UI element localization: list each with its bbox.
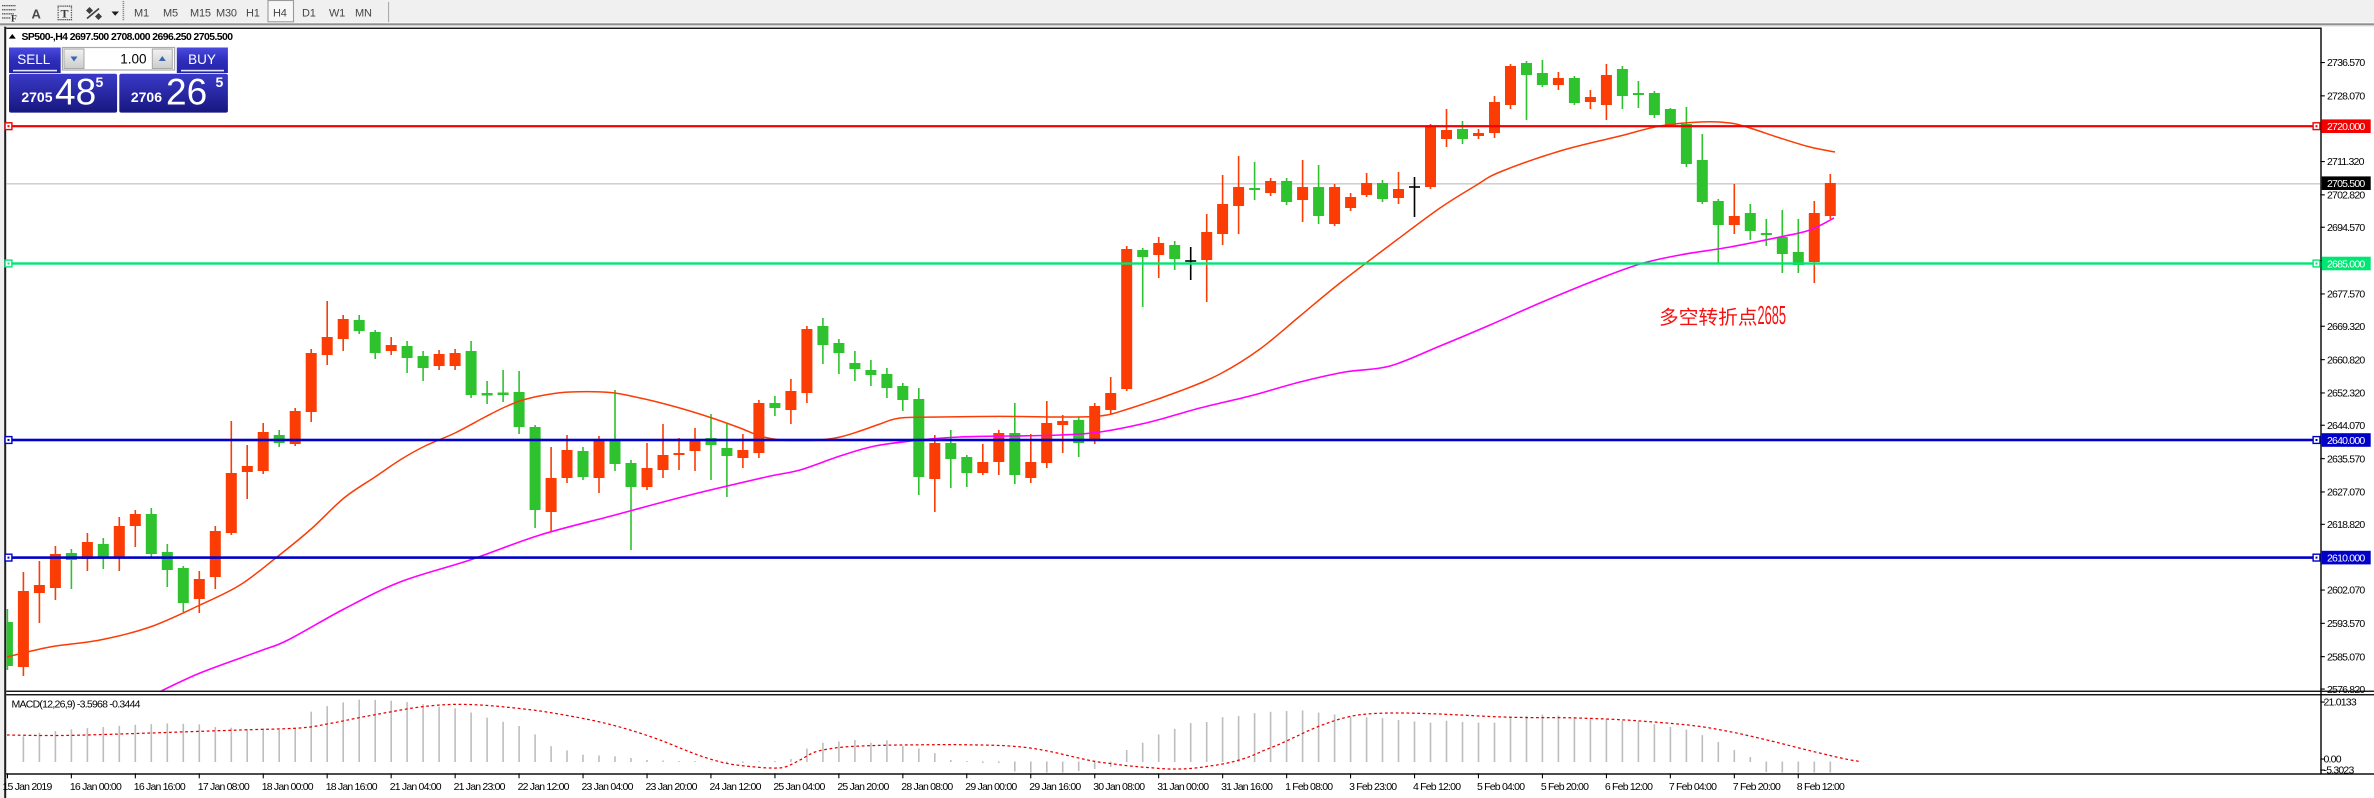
svg-text:4 Feb 12:00: 4 Feb 12:00 xyxy=(1413,781,1461,793)
svg-text:D1: D1 xyxy=(302,8,316,20)
svg-text:MACD(12,26,9) -3.5968 -0.3444: MACD(12,26,9) -3.5968 -0.3444 xyxy=(12,699,141,711)
svg-text:M5: M5 xyxy=(163,8,178,20)
svg-text:31 Jan 16:00: 31 Jan 16:00 xyxy=(1221,781,1273,793)
svg-text:2635.570: 2635.570 xyxy=(2327,453,2365,465)
svg-text:23 Jan 04:00: 23 Jan 04:00 xyxy=(582,781,634,793)
svg-text:SP500-,H4 2697.500 2708.000 2: SP500-,H4 2697.500 2708.000 2696.250 270… xyxy=(22,32,234,43)
svg-text:2610.000: 2610.000 xyxy=(2327,553,2365,565)
svg-text:BUY: BUY xyxy=(188,52,216,67)
svg-text:F: F xyxy=(11,15,17,25)
svg-text:18 Jan 00:00: 18 Jan 00:00 xyxy=(262,781,314,793)
svg-text:MN: MN xyxy=(355,8,372,20)
svg-text:29 Jan 00:00: 29 Jan 00:00 xyxy=(965,781,1017,793)
svg-text:5: 5 xyxy=(216,74,224,90)
svg-text:2705: 2705 xyxy=(21,89,52,105)
svg-text:2706: 2706 xyxy=(131,89,162,105)
svg-text:30 Jan 08:00: 30 Jan 08:00 xyxy=(1093,781,1145,793)
svg-text:15 Jan 2019: 15 Jan 2019 xyxy=(3,781,53,793)
svg-text:23 Jan 20:00: 23 Jan 20:00 xyxy=(646,781,698,793)
svg-text:2736.570: 2736.570 xyxy=(2327,57,2365,69)
svg-text:A: A xyxy=(32,7,42,22)
svg-text:H1: H1 xyxy=(246,8,260,20)
svg-text:2705.500: 2705.500 xyxy=(2327,178,2365,190)
svg-text:2644.070: 2644.070 xyxy=(2327,420,2365,432)
svg-text:2720.000: 2720.000 xyxy=(2327,121,2365,133)
svg-text:18 Jan 16:00: 18 Jan 16:00 xyxy=(326,781,378,793)
svg-text:2602.070: 2602.070 xyxy=(2327,585,2365,597)
svg-text:2585.070: 2585.070 xyxy=(2327,651,2365,663)
svg-text:31 Jan 00:00: 31 Jan 00:00 xyxy=(1157,781,1209,793)
svg-text:2728.070: 2728.070 xyxy=(2327,91,2365,103)
svg-text:48: 48 xyxy=(55,72,96,113)
svg-text:6 Feb 12:00: 6 Feb 12:00 xyxy=(1605,781,1653,793)
svg-text:T: T xyxy=(61,6,69,20)
svg-text:1.00: 1.00 xyxy=(120,52,146,67)
svg-text:2711.320: 2711.320 xyxy=(2327,156,2365,168)
svg-text:M30: M30 xyxy=(216,8,237,20)
svg-text:7 Feb 04:00: 7 Feb 04:00 xyxy=(1669,781,1717,793)
svg-text:17 Jan 08:00: 17 Jan 08:00 xyxy=(198,781,250,793)
svg-text:2694.570: 2694.570 xyxy=(2327,222,2365,234)
svg-text:7 Feb 20:00: 7 Feb 20:00 xyxy=(1733,781,1781,793)
svg-text:3 Feb 23:00: 3 Feb 23:00 xyxy=(1349,781,1397,793)
svg-text:22 Jan 12:00: 22 Jan 12:00 xyxy=(518,781,570,793)
svg-text:21.0133: 21.0133 xyxy=(2324,697,2357,709)
svg-text:H4: H4 xyxy=(273,8,287,20)
svg-text:M15: M15 xyxy=(190,8,211,20)
svg-text:2685: 2685 xyxy=(1758,300,1787,330)
svg-text:2627.070: 2627.070 xyxy=(2327,487,2365,499)
svg-text:1 Feb 08:00: 1 Feb 08:00 xyxy=(1285,781,1333,793)
svg-text:M1: M1 xyxy=(134,8,149,20)
svg-text:0.00: 0.00 xyxy=(2324,754,2342,766)
svg-text:2618.820: 2618.820 xyxy=(2327,519,2365,531)
svg-text:28 Jan 08:00: 28 Jan 08:00 xyxy=(901,781,953,793)
svg-text:2593.570: 2593.570 xyxy=(2327,618,2365,630)
svg-text:29 Jan 16:00: 29 Jan 16:00 xyxy=(1029,781,1081,793)
svg-text:2685.000: 2685.000 xyxy=(2327,258,2365,270)
svg-text:21 Jan 23:00: 21 Jan 23:00 xyxy=(454,781,506,793)
svg-text:8 Feb 12:00: 8 Feb 12:00 xyxy=(1797,781,1845,793)
svg-text:5 Feb 04:00: 5 Feb 04:00 xyxy=(1477,781,1525,793)
svg-text:2677.570: 2677.570 xyxy=(2327,289,2365,301)
svg-text:SELL: SELL xyxy=(17,52,51,67)
svg-text:2576.820: 2576.820 xyxy=(2327,684,2365,696)
svg-text:24 Jan 12:00: 24 Jan 12:00 xyxy=(710,781,762,793)
svg-text:21 Jan 04:00: 21 Jan 04:00 xyxy=(390,781,442,793)
svg-text:-5.3023: -5.3023 xyxy=(2324,765,2355,777)
svg-text:25 Jan 04:00: 25 Jan 04:00 xyxy=(773,781,825,793)
svg-text:16 Jan 16:00: 16 Jan 16:00 xyxy=(134,781,186,793)
svg-text:2702.820: 2702.820 xyxy=(2327,190,2365,202)
svg-text:5 Feb 20:00: 5 Feb 20:00 xyxy=(1541,781,1589,793)
svg-text:25 Jan 20:00: 25 Jan 20:00 xyxy=(837,781,889,793)
svg-text:2669.320: 2669.320 xyxy=(2327,321,2365,333)
svg-text:2660.820: 2660.820 xyxy=(2327,354,2365,366)
svg-text:2652.320: 2652.320 xyxy=(2327,388,2365,400)
svg-text:16 Jan 00:00: 16 Jan 00:00 xyxy=(70,781,122,793)
svg-text:26: 26 xyxy=(166,72,207,113)
svg-text:5: 5 xyxy=(96,74,104,90)
svg-text:2640.000: 2640.000 xyxy=(2327,435,2365,447)
svg-text:W1: W1 xyxy=(329,8,345,20)
